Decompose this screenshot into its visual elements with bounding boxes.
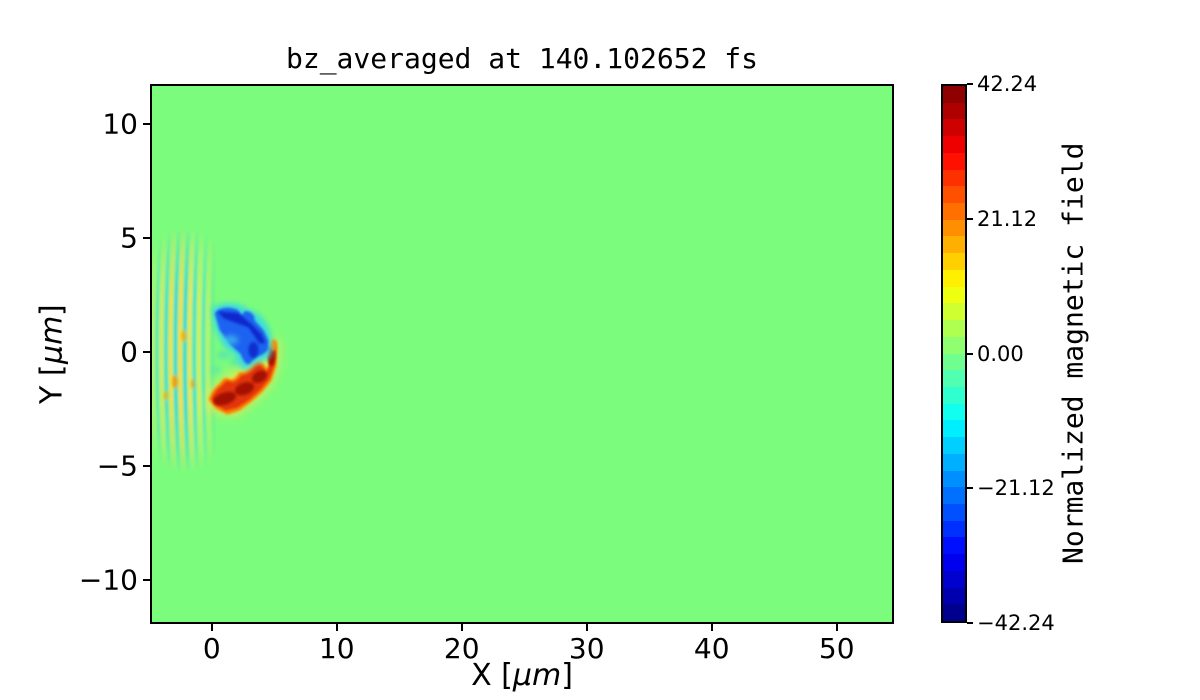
colorbar-band <box>943 487 965 504</box>
colorbar-band <box>943 253 965 270</box>
colorbar-tick-label: −42.24 <box>977 611 1055 635</box>
x-tick-label: 10 <box>318 632 355 665</box>
plot-area <box>150 84 894 624</box>
colorbar-tick-label: 42.24 <box>977 72 1038 96</box>
x-tick-label: 0 <box>202 632 221 665</box>
x-axis-label: X [μm] <box>471 658 573 693</box>
x-tick-mark <box>585 624 588 631</box>
x-tick-label: 20 <box>443 632 480 665</box>
y-tick-label: −10 <box>78 563 138 597</box>
colorbar-band <box>943 303 965 321</box>
colorbar-band <box>943 537 965 555</box>
colorbar-band <box>943 587 965 605</box>
colorbar-label: Normalized magnetic field <box>1056 142 1090 565</box>
colorbar-band <box>943 152 965 170</box>
colorbar-band <box>943 102 965 120</box>
y-tick-label: 0 <box>120 335 138 369</box>
x-tick-mark <box>460 624 463 631</box>
colorbar-band <box>943 269 965 287</box>
colorbar-tick-mark <box>967 217 973 220</box>
colorbar-band <box>943 320 965 337</box>
y-tick-mark <box>143 578 150 581</box>
colorbar-tick-mark <box>967 487 973 490</box>
colorbar-band <box>943 604 965 621</box>
x-tick-mark <box>210 624 213 631</box>
colorbar-tick-mark <box>967 83 973 85</box>
colorbar-band <box>943 370 965 387</box>
y-tick-label: 5 <box>120 221 138 255</box>
negative-field-lobe <box>211 303 273 371</box>
colorbar-band <box>943 236 965 254</box>
x-tick-label: 30 <box>568 632 605 665</box>
colorbar-band <box>943 203 965 220</box>
y-tick-mark <box>143 236 150 239</box>
colorbar-band <box>943 169 965 187</box>
colorbar-tick-label: −21.12 <box>977 476 1055 501</box>
x-tick-label: 40 <box>693 632 730 665</box>
y-tick-label: −5 <box>96 449 138 483</box>
laser-ripples-layer <box>152 229 217 473</box>
colorbar-tick-mark <box>967 352 973 355</box>
colorbar-band <box>943 386 965 404</box>
y-tick-mark <box>143 350 150 353</box>
negative-lobe-core <box>217 311 266 344</box>
positive-lobe-hotspots <box>213 346 276 406</box>
x-tick-mark <box>835 624 838 631</box>
colorbar-band <box>943 186 965 204</box>
colorbar-band <box>943 86 965 103</box>
positive-field-lobe <box>206 338 280 416</box>
colorbar-band <box>943 470 965 488</box>
colorbar-band <box>943 437 965 454</box>
colorbar-band <box>943 353 965 371</box>
x-tick-mark <box>710 624 713 631</box>
colorbar-band <box>943 520 965 538</box>
y-tick-mark <box>143 122 150 125</box>
y-tick-label: 10 <box>102 107 138 141</box>
field-heatmap <box>152 229 280 473</box>
colorbar-band <box>943 336 965 354</box>
colorbar-band <box>943 503 965 521</box>
x-tick-mark <box>335 624 338 631</box>
colorbar-band <box>943 570 965 588</box>
x-tick-label: 50 <box>818 632 855 665</box>
plot-title: bz_averaged at 140.102652 fs <box>285 42 758 75</box>
colorbar-band <box>943 286 965 304</box>
colorbar-band <box>943 403 965 421</box>
colorbar-tick-label: 21.12 <box>977 206 1038 231</box>
colorbar-band <box>943 119 965 137</box>
colorbar-band <box>943 554 965 571</box>
negative-lobe-spot <box>248 342 259 358</box>
y-tick-mark <box>143 464 150 467</box>
colorbar-band <box>943 219 965 237</box>
negative-lobe-light-patch <box>222 335 239 346</box>
colorbar-band <box>943 420 965 438</box>
colorbar <box>941 84 967 623</box>
colorbar-band <box>943 136 965 153</box>
colorbar-band <box>943 453 965 471</box>
colorbar-tick-label: 0.00 <box>977 341 1024 366</box>
colorbar-tick-mark <box>967 622 973 624</box>
